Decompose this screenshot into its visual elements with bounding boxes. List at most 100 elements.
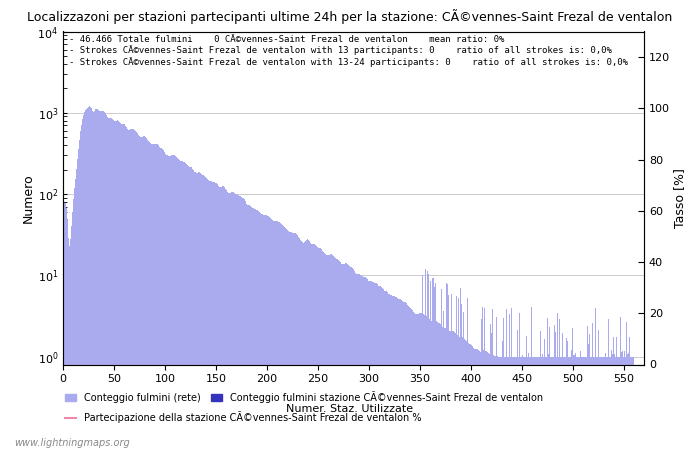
Bar: [343, 264, 344, 450]
Bar: [463, 311, 464, 450]
Bar: [154, 144, 155, 450]
Bar: [344, 264, 345, 450]
Bar: [247, 205, 248, 450]
Bar: [536, 356, 538, 450]
Bar: [381, 287, 382, 450]
Bar: [353, 270, 354, 450]
Bar: [615, 356, 616, 450]
Bar: [225, 190, 227, 450]
Bar: [158, 145, 160, 450]
Bar: [107, 117, 108, 450]
Bar: [308, 240, 309, 450]
Bar: [452, 331, 453, 450]
Bar: [523, 356, 524, 450]
Bar: [531, 307, 533, 450]
Bar: [206, 179, 207, 450]
Bar: [384, 291, 386, 450]
Bar: [134, 130, 135, 450]
Bar: [84, 112, 85, 450]
Bar: [164, 152, 165, 450]
Bar: [174, 156, 176, 450]
Bar: [300, 240, 301, 450]
Bar: [424, 315, 426, 450]
Bar: [210, 181, 211, 450]
Bar: [585, 356, 587, 450]
Bar: [468, 343, 469, 450]
Bar: [207, 180, 209, 450]
Bar: [467, 298, 468, 450]
Bar: [573, 355, 574, 450]
Bar: [464, 339, 465, 450]
Bar: [118, 122, 120, 450]
Bar: [341, 264, 342, 450]
Bar: [398, 299, 399, 450]
Bar: [254, 208, 255, 450]
Bar: [214, 183, 216, 450]
Bar: [169, 156, 171, 450]
Bar: [357, 274, 358, 450]
Bar: [294, 234, 295, 450]
Bar: [74, 188, 75, 450]
Bar: [625, 356, 626, 450]
Bar: [399, 299, 400, 450]
Bar: [189, 166, 190, 450]
Bar: [495, 356, 496, 450]
Bar: [507, 356, 508, 450]
Bar: [630, 356, 631, 450]
Bar: [616, 338, 617, 450]
Bar: [355, 273, 356, 450]
Bar: [283, 225, 284, 450]
Bar: [563, 356, 564, 450]
Bar: [303, 243, 304, 450]
Bar: [221, 186, 223, 450]
Bar: [342, 264, 343, 450]
Bar: [227, 192, 228, 450]
Bar: [560, 356, 561, 450]
Bar: [606, 356, 607, 450]
Bar: [486, 352, 487, 450]
Bar: [144, 136, 145, 450]
Bar: [612, 354, 613, 450]
Bar: [504, 356, 505, 450]
Bar: [73, 199, 74, 450]
Bar: [323, 252, 324, 450]
Bar: [414, 313, 415, 450]
Bar: [397, 298, 398, 450]
Bar: [133, 129, 134, 450]
Bar: [321, 249, 323, 450]
Bar: [581, 356, 582, 450]
Bar: [512, 356, 513, 450]
Bar: [462, 337, 463, 450]
Bar: [195, 172, 196, 450]
Bar: [455, 333, 456, 450]
Bar: [439, 324, 440, 450]
Bar: [506, 309, 507, 450]
Bar: [202, 175, 203, 450]
Bar: [263, 215, 265, 450]
Bar: [306, 240, 307, 450]
Bar: [456, 296, 457, 450]
Bar: [324, 253, 326, 450]
Bar: [447, 284, 448, 450]
Bar: [186, 164, 187, 450]
Bar: [245, 201, 246, 450]
Bar: [86, 109, 87, 450]
Bar: [278, 221, 279, 450]
Bar: [510, 356, 511, 450]
Bar: [149, 142, 150, 450]
Bar: [466, 341, 467, 450]
Bar: [91, 108, 92, 450]
Bar: [526, 336, 527, 450]
Bar: [238, 195, 239, 450]
Bar: [607, 356, 608, 450]
Bar: [302, 242, 303, 450]
Bar: [102, 111, 104, 450]
Bar: [193, 171, 194, 450]
Bar: [562, 333, 563, 450]
Bar: [350, 266, 351, 450]
Bar: [421, 313, 422, 450]
Bar: [183, 162, 184, 450]
Bar: [228, 193, 229, 450]
Bar: [267, 216, 268, 450]
Bar: [289, 232, 290, 450]
